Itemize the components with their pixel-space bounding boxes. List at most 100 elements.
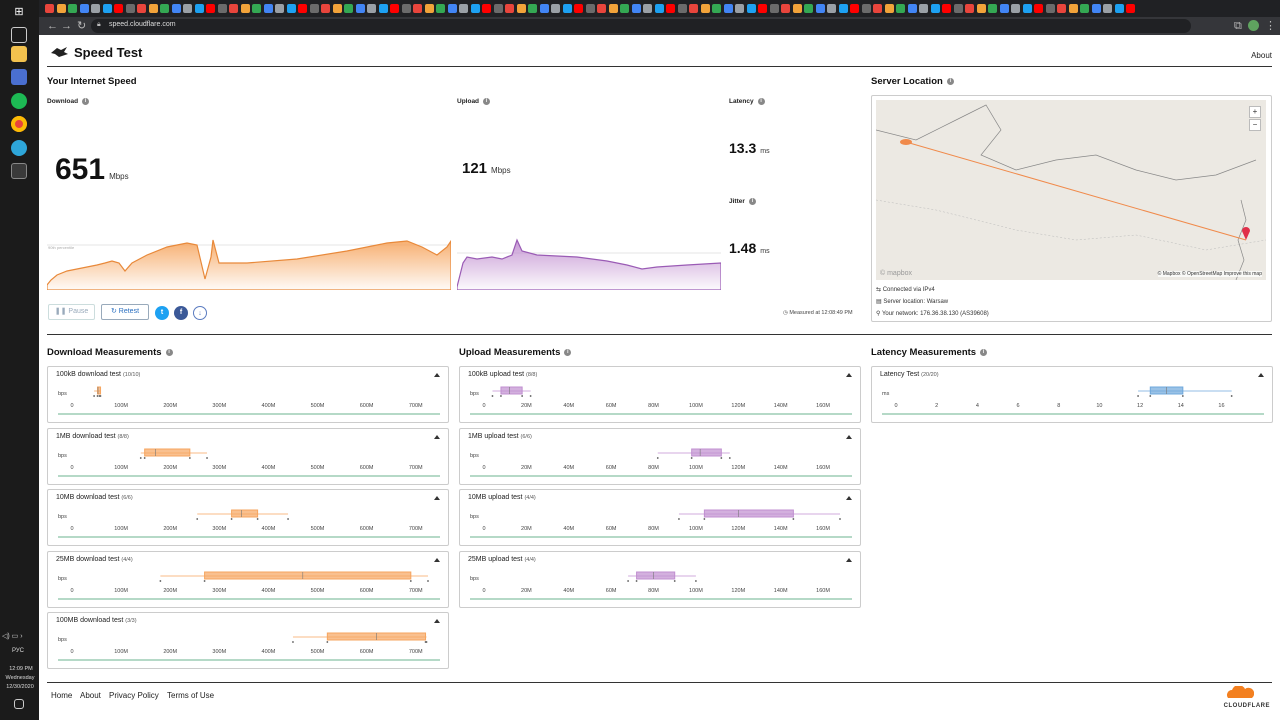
info-icon[interactable]: i	[564, 348, 572, 356]
back-icon[interactable]: ←	[47, 20, 58, 32]
zoom-in-button[interactable]: +	[1249, 106, 1261, 118]
tab-favicon-icon[interactable]	[160, 4, 169, 13]
tab-favicon-icon[interactable]	[769, 4, 779, 13]
tab-favicon-icon[interactable]	[355, 4, 365, 13]
footer-privacy-link[interactable]: Privacy Policy	[109, 691, 159, 700]
info-icon[interactable]: i	[483, 98, 491, 105]
tab-favicon-icon[interactable]	[125, 4, 135, 13]
menu-icon[interactable]: ⋮	[1265, 20, 1276, 32]
tab-favicon-icon[interactable]	[321, 4, 330, 13]
language-indicator[interactable]: РУС	[12, 648, 25, 654]
tab-favicon-icon[interactable]	[436, 4, 445, 13]
collapse-icon[interactable]	[434, 557, 440, 562]
twitter-icon[interactable]: t	[155, 306, 169, 320]
tab-favicon-icon[interactable]	[712, 4, 721, 13]
tab-favicon-icon[interactable]	[792, 4, 802, 13]
tab-favicon-icon[interactable]	[206, 4, 215, 13]
tray-icons[interactable]: ◁) ▭ ›	[2, 633, 23, 640]
tab-favicon-icon[interactable]	[608, 4, 618, 13]
tab-favicon-icon[interactable]	[447, 4, 457, 13]
tab-favicon-icon[interactable]	[919, 4, 928, 13]
info-icon[interactable]: i	[82, 98, 90, 105]
tab-favicon-icon[interactable]	[470, 4, 480, 13]
collapse-icon[interactable]	[846, 373, 852, 377]
footer-terms-link[interactable]: Terms of Use	[167, 691, 215, 700]
retest-button[interactable]: ↻ Retest	[101, 304, 149, 320]
tab-favicon-icon[interactable]	[344, 4, 353, 13]
tab-favicon-icon[interactable]	[1091, 4, 1101, 13]
tab-favicon-icon[interactable]	[194, 4, 204, 13]
collapse-icon[interactable]	[434, 434, 440, 439]
tab-favicon-icon[interactable]	[746, 4, 756, 13]
tab-favicon-icon[interactable]	[677, 4, 687, 13]
collapse-icon[interactable]	[434, 496, 440, 500]
tab-favicon-icon[interactable]	[723, 4, 733, 13]
tab-favicon-icon[interactable]	[114, 4, 123, 13]
tab-favicon-icon[interactable]	[45, 4, 54, 13]
tab-favicon-icon[interactable]	[424, 4, 434, 13]
info-icon[interactable]: i	[946, 77, 954, 85]
tab-favicon-icon[interactable]	[263, 4, 273, 13]
footer-home-link[interactable]: Home	[51, 691, 73, 700]
tab-favicon-icon[interactable]	[976, 4, 986, 13]
tab-favicon-icon[interactable]	[68, 4, 77, 13]
forward-icon[interactable]: →	[61, 20, 72, 32]
tab-favicon-icon[interactable]	[1034, 4, 1043, 13]
tab-favicon-icon[interactable]	[378, 4, 388, 13]
windows-start-icon[interactable]: ⊞	[14, 6, 24, 18]
tab-favicon-icon[interactable]	[1126, 4, 1135, 13]
tab-favicon-icon[interactable]	[1045, 4, 1055, 13]
collapse-icon[interactable]	[846, 434, 852, 439]
info-icon[interactable]: i	[980, 348, 988, 356]
tab-favicon-icon[interactable]	[505, 4, 514, 13]
clock-time[interactable]: 12:09 PM	[9, 666, 33, 672]
tab-favicon-icon[interactable]	[79, 4, 89, 13]
tab-favicon-icon[interactable]	[827, 4, 836, 13]
tab-favicon-icon[interactable]	[758, 4, 767, 13]
tab-favicon-icon[interactable]	[850, 4, 859, 13]
tab-favicon-icon[interactable]	[252, 4, 261, 13]
tab-favicon-icon[interactable]	[171, 4, 181, 13]
tab-favicon-icon[interactable]	[56, 4, 66, 13]
tab-favicon-icon[interactable]	[988, 4, 997, 13]
tab-favicon-icon[interactable]	[183, 4, 192, 13]
tab-favicon-icon[interactable]	[1057, 4, 1066, 13]
tab-favicon-icon[interactable]	[804, 4, 813, 13]
tab-favicon-icon[interactable]	[137, 4, 146, 13]
pause-button[interactable]: ❚❚ Pause	[48, 304, 95, 320]
tab-favicon-icon[interactable]	[620, 4, 629, 13]
reload-icon[interactable]: ↻	[77, 20, 87, 32]
notifications-icon[interactable]	[14, 699, 24, 709]
map-attribution[interactable]: © Mapbox © OpenStreetMap Improve this ma…	[1157, 271, 1262, 277]
tab-favicon-icon[interactable]	[482, 4, 491, 13]
tab-favicon-icon[interactable]	[930, 4, 940, 13]
collapse-icon[interactable]	[434, 373, 440, 377]
save-icon[interactable]	[11, 69, 27, 85]
facebook-icon[interactable]: f	[174, 306, 188, 320]
tab-favicon-icon[interactable]	[965, 4, 974, 13]
tab-favicon-icon[interactable]	[907, 4, 917, 13]
tab-favicon-icon[interactable]	[1103, 4, 1112, 13]
tab-favicon-icon[interactable]	[493, 4, 503, 13]
spotify-icon[interactable]	[11, 93, 27, 109]
app-icon[interactable]	[11, 163, 27, 179]
tab-favicon-icon[interactable]	[1068, 4, 1078, 13]
info-icon[interactable]: i	[748, 198, 756, 205]
share-icon[interactable]: ↓	[193, 306, 207, 320]
tab-favicon-icon[interactable]	[562, 4, 572, 13]
tab-favicon-icon[interactable]	[539, 4, 549, 13]
profile-avatar[interactable]	[1248, 20, 1259, 31]
tab-favicon-icon[interactable]	[1080, 4, 1089, 13]
tab-favicon-icon[interactable]	[942, 4, 951, 13]
tab-favicon-icon[interactable]	[332, 4, 342, 13]
info-icon[interactable]: i	[165, 348, 173, 356]
tab-favicon-icon[interactable]	[401, 4, 411, 13]
tab-favicon-icon[interactable]	[735, 4, 744, 13]
tab-favicon-icon[interactable]	[459, 4, 468, 13]
about-link[interactable]: About	[1251, 51, 1272, 60]
tab-favicon-icon[interactable]	[367, 4, 376, 13]
address-bar[interactable]: 🔒︎ speed.cloudflare.com	[91, 19, 1191, 33]
telegram-icon[interactable]	[11, 140, 27, 156]
tab-favicon-icon[interactable]	[1011, 4, 1020, 13]
tab-favicon-icon[interactable]	[574, 4, 583, 13]
